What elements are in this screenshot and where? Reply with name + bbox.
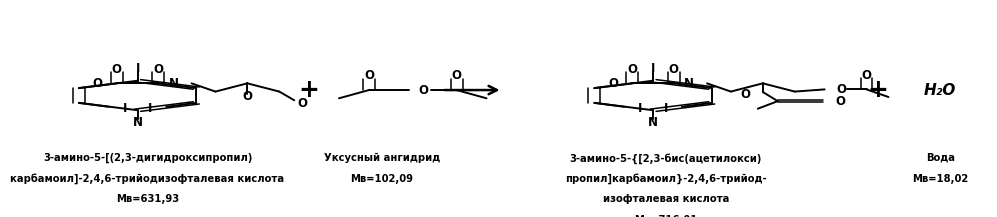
Text: N: N: [684, 77, 694, 90]
Text: O: O: [608, 77, 618, 90]
Text: O: O: [297, 97, 307, 110]
Text: O: O: [112, 63, 122, 76]
Text: +: +: [299, 78, 319, 102]
Text: O: O: [627, 63, 637, 76]
Text: N: N: [168, 77, 178, 90]
Text: O: O: [364, 69, 374, 82]
Text: O: O: [835, 95, 845, 108]
Text: 3-амино-5-{[2,3-бис(ацетилокси): 3-амино-5-{[2,3-бис(ацетилокси): [570, 153, 762, 164]
Text: Вода: Вода: [925, 153, 955, 163]
Text: +: +: [867, 78, 887, 102]
Text: I: I: [123, 102, 127, 115]
Text: I: I: [136, 62, 140, 75]
Text: O: O: [242, 90, 252, 103]
Text: O: O: [669, 63, 679, 76]
Text: O: O: [452, 69, 462, 82]
Text: I: I: [651, 62, 655, 75]
Text: O: O: [154, 63, 164, 76]
Text: Мв=18,02: Мв=18,02: [912, 174, 968, 184]
Text: Мв=102,09: Мв=102,09: [350, 174, 414, 184]
Text: Мв=716,01: Мв=716,01: [634, 215, 698, 217]
Text: O: O: [836, 83, 846, 96]
Text: O: O: [93, 77, 103, 90]
Text: N: N: [133, 116, 143, 129]
Text: карбамоил]-2,4,6-трийодизофталевая кислота: карбамоил]-2,4,6-трийодизофталевая кисло…: [11, 174, 284, 184]
Text: I: I: [664, 102, 668, 115]
Text: 3-амино-5-[(2,3-дигидроксипропил): 3-амино-5-[(2,3-дигидроксипропил): [43, 153, 252, 163]
Text: изофталевая кислота: изофталевая кислота: [603, 194, 729, 204]
Text: H₂O: H₂O: [924, 82, 956, 98]
Text: Уксусный ангидрид: Уксусный ангидрид: [324, 153, 440, 163]
Text: пропил]карбамоил}-2,4,6-трийод-: пропил]карбамоил}-2,4,6-трийод-: [565, 174, 767, 184]
Text: I: I: [149, 102, 153, 115]
Text: I: I: [638, 102, 642, 115]
Text: O: O: [861, 69, 871, 82]
Text: O: O: [741, 88, 751, 101]
Text: O: O: [419, 84, 429, 97]
Text: N: N: [648, 116, 658, 129]
Text: Мв=631,93: Мв=631,93: [116, 194, 179, 204]
